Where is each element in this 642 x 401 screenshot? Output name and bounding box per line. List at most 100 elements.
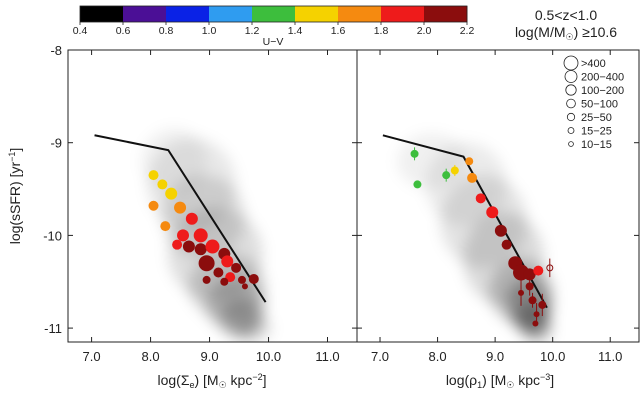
colorbar-tick-label: 0.6 (116, 25, 131, 37)
colorbar-bin (80, 6, 124, 22)
legend-label: 50−100 (581, 99, 618, 111)
colorbar-bin (424, 6, 468, 22)
data-point (148, 170, 159, 181)
legend-label: 15−25 (581, 126, 612, 138)
left-panel: 7.0 8.0 9.0 10.0 11.0 -8 -9 -10 -11 log(sSFR) [y… (7, 43, 358, 390)
y-tick-label: -9 (50, 136, 62, 151)
colorbar-bin (338, 6, 382, 22)
legend-label: 10−15 (581, 139, 612, 151)
colorbar-tick-label: 2.2 (460, 25, 475, 37)
data-point (160, 221, 171, 232)
data-point (213, 267, 224, 278)
x-tick-label: 9.0 (486, 349, 504, 364)
x-tick-label: 8.0 (142, 349, 160, 364)
colorbar-bin (252, 6, 296, 22)
data-point (413, 180, 422, 189)
x-tick-label: 11.0 (315, 349, 339, 364)
data-point (148, 200, 159, 211)
legend-marker (563, 55, 579, 71)
y-axis-label: log(sSFR) [yr−1] (7, 148, 23, 245)
data-point (528, 296, 537, 305)
data-point (248, 273, 259, 284)
data-point (410, 149, 419, 158)
colorbar-bin (209, 6, 253, 22)
x-tick-label: 10.0 (256, 349, 281, 364)
x-tick-label: 7.0 (83, 349, 101, 364)
data-point (174, 201, 187, 214)
data-point (525, 282, 534, 291)
data-point (241, 283, 248, 290)
data-point (202, 275, 211, 284)
y-tick-label: -8 (50, 43, 62, 58)
colorbar-tick-label: 1.8 (374, 25, 389, 37)
colorbar-label: U−V (263, 36, 284, 48)
data-point (538, 300, 547, 309)
colorbar-tick-label: 1.4 (288, 25, 303, 37)
data-point (185, 212, 198, 225)
density-contour (141, 128, 207, 194)
legend-marker (566, 112, 576, 122)
data-point (193, 228, 208, 243)
colorbar-bin (381, 6, 425, 22)
right-panel-frame (356, 49, 640, 343)
data-point (237, 275, 246, 284)
mass-cut: log(M/M☉) ≥10.6 (515, 24, 617, 42)
colorbar-bin (123, 6, 167, 22)
data-point (157, 179, 168, 190)
model-line (382, 134, 548, 309)
colorbar-tick-label: 1.2 (245, 25, 260, 37)
data-point (220, 277, 229, 286)
x-axis-label-right: log(ρ1) [M☉ kpc−3] (446, 372, 554, 390)
legend-marker (567, 127, 575, 134)
legend-label: 200−400 (581, 72, 624, 84)
data-point (177, 229, 190, 242)
data-point (182, 240, 195, 253)
x-axis-label-left: log(Σe) [M☉ kpc−2] (157, 372, 266, 390)
x-tick-label: 8.0 (429, 349, 447, 364)
colorbar-tick-label: 1.0 (202, 25, 217, 37)
data-point (221, 255, 234, 268)
colorbar-tick-label: 2.0 (417, 25, 432, 37)
x-tick-label: 7.0 (371, 349, 389, 364)
colorbar: 0.4 0.6 0.8 1.0 1.2 1.4 1.6 1.8 2.0 2.2 U−V (73, 5, 475, 48)
legend-label: 25−50 (581, 112, 612, 124)
x-tick-label: 10.0 (540, 349, 565, 364)
data-point (467, 172, 478, 183)
y-tick-label: -11 (44, 321, 62, 336)
data-point (533, 311, 540, 318)
data-point (165, 187, 178, 200)
colorbar-tick-label: 1.6 (331, 25, 346, 37)
data-point (198, 255, 215, 272)
data-point (494, 224, 507, 237)
right-panel: 7.0 8.0 9.0 10.0 11.0 log(ρ1) [M☉ kpc−3] >40… (356, 49, 640, 390)
data-point (172, 239, 183, 250)
data-point (523, 268, 536, 281)
data-point (225, 272, 236, 283)
data-point (205, 239, 220, 254)
colorbar-frame (79, 5, 468, 23)
data-point (475, 193, 486, 204)
legend-marker (566, 98, 576, 109)
legend-marker (565, 84, 577, 96)
data-point (231, 262, 242, 273)
annotation: 0.5<z<1.0 log(M/M☉) ≥10.6 (515, 7, 617, 42)
data-point (533, 265, 544, 276)
redshift-range: 0.5<z<1.0 (535, 7, 597, 23)
data-point (450, 166, 459, 175)
data-point (546, 264, 554, 272)
y-tick-label: -10 (43, 228, 62, 243)
legend-label: >400 (581, 58, 606, 70)
data-point (518, 289, 525, 296)
legend-label: 100−200 (581, 85, 624, 97)
colorbar-bin (295, 6, 339, 22)
colorbar-tick-label: 0.4 (73, 25, 88, 37)
density-contour (236, 314, 272, 342)
data-point (501, 239, 512, 250)
data-point (486, 206, 499, 219)
legend-marker (564, 70, 578, 83)
colorbar-bin (166, 6, 210, 22)
density-contour (523, 316, 553, 342)
legend-marker (568, 141, 574, 147)
